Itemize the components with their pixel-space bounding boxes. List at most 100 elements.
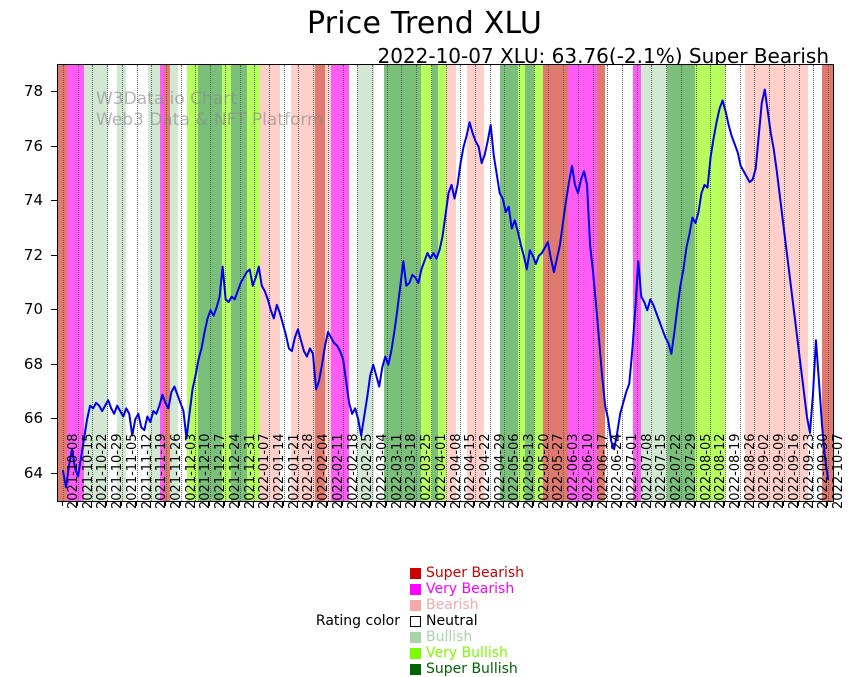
- rating-band: [525, 65, 535, 501]
- x-tick-mark: [91, 501, 93, 506]
- x-tick-label: 2022-07-01: [625, 433, 641, 509]
- x-tick-label: 2022-08-19: [728, 433, 744, 509]
- y-tick-mark: [51, 145, 57, 147]
- y-tick-mark: [51, 91, 57, 93]
- gridline: [357, 65, 359, 501]
- x-tick-mark: [650, 501, 652, 506]
- x-tick-label: 2021-11-19: [154, 433, 170, 509]
- legend-label: Neutral: [425, 613, 478, 629]
- gridline: [401, 65, 403, 501]
- y-tick-mark: [51, 418, 57, 420]
- plot-area[interactable]: W3Data.io Chart Web3 Data & NFT Platform: [57, 64, 834, 502]
- x-tick-label: 2022-05-06: [507, 433, 523, 509]
- x-tick-mark: [621, 501, 623, 506]
- x-tick-mark: [209, 501, 211, 506]
- x-tick-mark: [635, 501, 637, 506]
- legend-entry[interactable]: Super Bearish: [409, 565, 524, 581]
- x-tick-label: 2022-04-08: [448, 433, 464, 509]
- x-tick-mark: [709, 501, 711, 506]
- x-tick-mark: [532, 501, 534, 506]
- legend-swatch: [409, 583, 421, 595]
- x-tick-mark: [459, 501, 461, 506]
- rating-band: [374, 65, 385, 501]
- x-tick-mark: [473, 501, 475, 506]
- legend-label: Bullish: [425, 629, 473, 645]
- x-tick-label: 2022-04-01: [433, 433, 449, 509]
- x-tick-label: 2021-10-29: [110, 433, 126, 509]
- gridline: [739, 65, 741, 501]
- x-tick-mark: [164, 501, 166, 506]
- x-tick-mark: [665, 501, 667, 506]
- legend-entry[interactable]: Super Bullish: [409, 661, 524, 677]
- x-tick-label: 2022-02-11: [330, 433, 346, 509]
- x-tick-label: 2022-05-27: [551, 433, 567, 509]
- gridline: [416, 65, 418, 501]
- rating-band: [420, 65, 433, 501]
- gridline: [165, 65, 167, 501]
- gridline: [224, 65, 226, 501]
- gridline: [445, 65, 447, 501]
- gridline: [313, 65, 315, 501]
- x-tick-label: 2021-11-05: [124, 433, 140, 509]
- legend-label: Very Bearish: [425, 581, 515, 597]
- x-tick-mark: [253, 501, 255, 506]
- legend-swatch: [409, 599, 421, 611]
- rating-band: [432, 65, 439, 501]
- legend-entry[interactable]: Neutral: [409, 613, 524, 629]
- x-tick-mark: [488, 501, 490, 506]
- gridline: [430, 65, 432, 501]
- gridline: [327, 65, 329, 501]
- gridline: [666, 65, 668, 501]
- gridline: [77, 65, 79, 501]
- rating-band: [330, 65, 350, 501]
- x-tick-label: 2022-09-23: [801, 433, 817, 509]
- gridline: [474, 65, 476, 501]
- gridline: [577, 65, 579, 501]
- page-title: Price Trend XLU: [306, 6, 543, 41]
- rating-band: [445, 65, 457, 501]
- legend-entry[interactable]: Very Bullish: [409, 645, 524, 661]
- gridline: [725, 65, 727, 501]
- x-tick-label: 2022-01-14: [271, 433, 287, 509]
- legend-swatch: [409, 663, 421, 675]
- rating-band: [186, 65, 199, 501]
- rating-band: [543, 65, 569, 501]
- x-tick-label: 2021-12-10: [198, 433, 214, 509]
- x-tick-label: 2022-01-28: [301, 433, 317, 509]
- rating-band: [230, 65, 248, 501]
- x-tick-mark: [724, 501, 726, 506]
- rating-band: [67, 65, 85, 501]
- legend-entry[interactable]: Bullish: [409, 629, 524, 645]
- gridline: [783, 65, 785, 501]
- gridline: [386, 65, 388, 501]
- rating-band: [159, 65, 165, 501]
- gridline: [504, 65, 506, 501]
- y-tick-mark: [51, 200, 57, 202]
- price-line-svg: [62, 88, 829, 489]
- rating-band: [290, 65, 316, 501]
- rating-band: [518, 65, 526, 501]
- x-tick-mark: [76, 501, 78, 506]
- x-tick-mark: [150, 501, 152, 506]
- gridline: [371, 65, 373, 501]
- x-tick-mark: [812, 501, 814, 506]
- x-tick-mark: [62, 501, 63, 506]
- rating-band: [456, 65, 468, 501]
- x-tick-label: 2022-04-15: [463, 433, 479, 509]
- rating-band: [279, 65, 292, 501]
- x-tick-mark: [694, 501, 696, 506]
- x-tick-label: 2022-04-29: [492, 433, 508, 509]
- x-tick-label: 2021-12-31: [242, 433, 258, 509]
- x-tick-mark: [135, 501, 137, 506]
- x-tick-label: 2022-02-04: [316, 433, 332, 509]
- legend-swatch: [409, 567, 421, 579]
- x-tick-label: 2022-06-24: [610, 433, 626, 509]
- legend-entry[interactable]: Bearish: [409, 597, 524, 613]
- legend-swatch: [409, 647, 421, 659]
- x-tick-label: 2022-05-13: [522, 433, 538, 509]
- x-tick-mark: [429, 501, 431, 506]
- gridline: [121, 65, 123, 501]
- legend-entry[interactable]: Very Bearish: [409, 581, 524, 597]
- gridline: [298, 65, 300, 501]
- x-tick-label: 2022-03-18: [404, 433, 420, 509]
